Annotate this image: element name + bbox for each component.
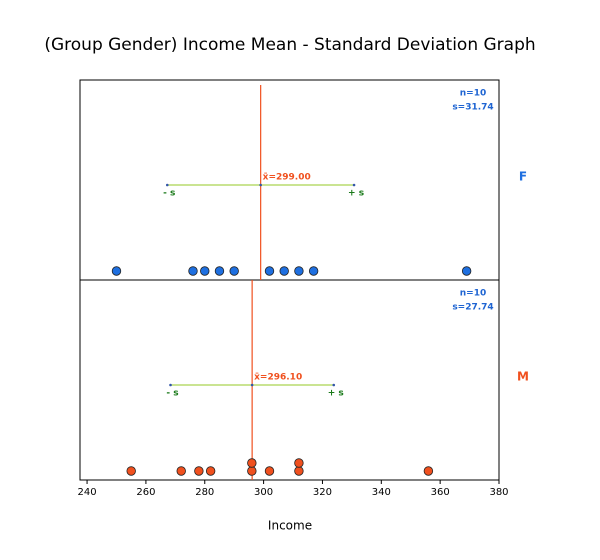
- data-point: [294, 466, 304, 476]
- data-point: [194, 466, 204, 476]
- x-tick-label: 280: [195, 487, 214, 498]
- x-tick-label: 340: [372, 487, 391, 498]
- data-point: [264, 466, 275, 476]
- x-tick-label: 260: [136, 487, 155, 498]
- data-point: [264, 266, 275, 276]
- sd-tick: [169, 383, 172, 387]
- sd-tick: [259, 183, 262, 187]
- data-point: [111, 266, 122, 276]
- data-point: [423, 466, 434, 476]
- data-point: [279, 266, 289, 276]
- data-point: [294, 458, 304, 468]
- sd-label: s=31.74: [452, 103, 493, 113]
- n-label: n=10: [460, 89, 486, 99]
- x-tick-label: 300: [254, 487, 273, 498]
- x-tick-label: 320: [313, 487, 332, 498]
- mean-label: x̄=299.00: [263, 173, 311, 183]
- panel-label: F: [519, 170, 527, 184]
- data-point: [308, 266, 319, 276]
- chart-title: (Group Gender) Income Mean - Standard De…: [44, 35, 535, 55]
- data-point: [176, 466, 186, 476]
- x-tick-label: 240: [78, 487, 97, 498]
- data-point: [294, 266, 304, 276]
- panel-label: M: [517, 370, 529, 384]
- x-axis-label: Income: [268, 519, 312, 533]
- data-point: [205, 466, 216, 476]
- data-point: [126, 466, 136, 476]
- sd-label: s=27.74: [452, 303, 493, 313]
- x-tick-label: 380: [489, 487, 508, 498]
- data-point: [229, 266, 239, 276]
- data-point: [461, 266, 472, 276]
- data-point: [247, 458, 257, 468]
- mean-label: x̄=296.10: [254, 373, 302, 383]
- sd-tick: [165, 183, 169, 187]
- data-point: [214, 266, 225, 276]
- data-point: [200, 266, 210, 276]
- minus-sd-label: - s: [163, 189, 175, 199]
- sd-tick: [332, 383, 336, 387]
- data-point: [247, 466, 257, 476]
- n-label: n=10: [460, 289, 486, 299]
- minus-sd-label: - s: [166, 389, 178, 399]
- sd-tick: [250, 383, 254, 387]
- x-tick-label: 360: [431, 487, 450, 498]
- plus-sd-label: + s: [328, 389, 344, 399]
- plus-sd-label: + s: [348, 189, 364, 199]
- sd-tick: [352, 183, 356, 187]
- data-point: [188, 266, 198, 276]
